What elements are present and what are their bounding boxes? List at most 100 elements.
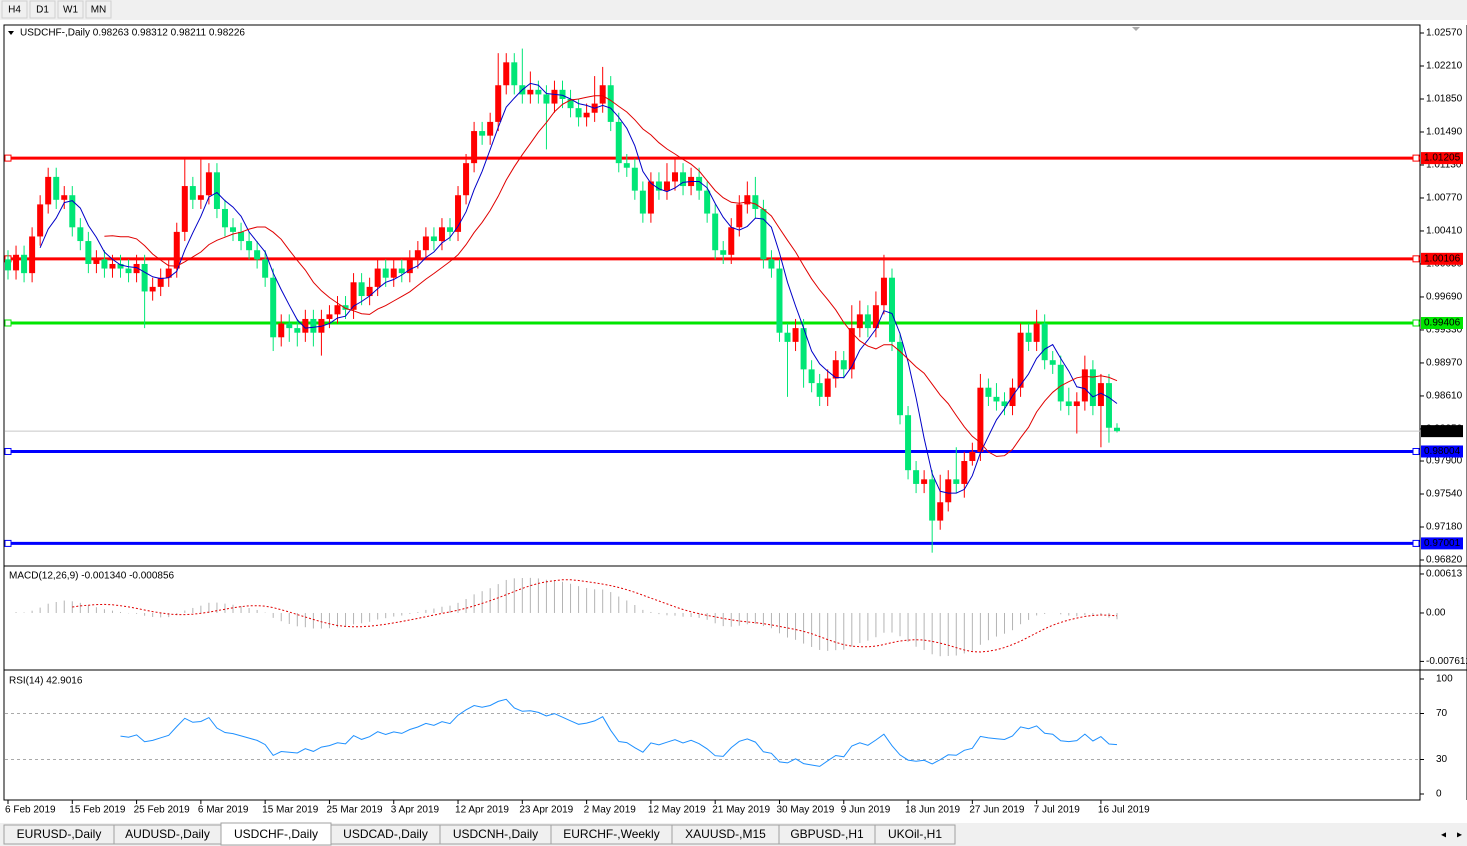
- candle-body: [29, 236, 36, 274]
- candle-body: [888, 277, 895, 342]
- candle-body: [230, 227, 237, 232]
- candle-body: [824, 378, 831, 397]
- timeframe-button[interactable]: [29, 0, 56, 19]
- y-tick-label: 0.99690: [1426, 292, 1463, 303]
- x-tick-label: 30 May 2019: [776, 805, 834, 816]
- candle-body: [1089, 369, 1096, 407]
- symbol-tab-label[interactable]: AUDUSD-,Daily: [125, 827, 210, 841]
- candle-body: [704, 190, 711, 214]
- level-handle[interactable]: [4, 154, 12, 162]
- symbol-tab-label[interactable]: XAUUSD-,M15: [685, 827, 766, 841]
- candle-body: [800, 328, 807, 370]
- y-tick-label: 70: [1436, 708, 1448, 719]
- timeframe-label[interactable]: D1: [36, 5, 49, 16]
- x-tick-label: 6 Mar 2019: [198, 805, 249, 816]
- candle-body: [430, 236, 437, 242]
- candle-body: [479, 131, 486, 136]
- candle-body: [398, 268, 405, 274]
- candle-body: [937, 502, 944, 521]
- symbol-tab-label[interactable]: GBPUSD-,H1: [790, 827, 864, 841]
- symbol-tab-label[interactable]: USDCAD-,Daily: [343, 827, 428, 841]
- candle-body: [921, 479, 928, 484]
- candle-body: [294, 328, 301, 333]
- timeframe-label[interactable]: MN: [91, 5, 107, 16]
- y-tick-label: 0.96820: [1426, 555, 1463, 566]
- symbol-tab-label[interactable]: USDCNH-,Daily: [453, 827, 538, 841]
- candle-body: [808, 369, 815, 384]
- candle-body: [977, 387, 984, 452]
- symbol-tab-label[interactable]: UKOil-,H1: [888, 827, 942, 841]
- candle-body: [37, 204, 44, 237]
- level-handle[interactable]: [1412, 539, 1420, 547]
- y-tick-label: 0.97900: [1426, 456, 1463, 467]
- level-label-box: [1421, 445, 1463, 458]
- moving-average: [104, 95, 1118, 457]
- candle-body: [672, 172, 679, 182]
- scroll-left[interactable]: ◂: [1441, 830, 1446, 841]
- candle-body: [382, 268, 389, 278]
- candle-body: [760, 208, 767, 260]
- candle-body: [342, 305, 349, 310]
- candle-body: [792, 328, 799, 342]
- chart-frame: [3, 24, 1421, 801]
- candle-body: [45, 176, 52, 205]
- x-tick-label: 3 Apr 2019: [391, 805, 440, 816]
- level-handle[interactable]: [1412, 154, 1420, 162]
- symbol-tab[interactable]: [874, 824, 956, 845]
- candle-body: [133, 263, 140, 274]
- timeframe-button[interactable]: [85, 0, 112, 19]
- candle-body: [13, 254, 20, 271]
- candle-body: [655, 181, 662, 191]
- timeframe-button[interactable]: [1, 0, 28, 19]
- level-handle[interactable]: [4, 319, 12, 327]
- level-handle[interactable]: [4, 539, 12, 547]
- candle-body: [615, 121, 622, 164]
- candle-body: [262, 259, 269, 278]
- candle-body: [101, 259, 108, 269]
- candle-body: [1009, 387, 1016, 407]
- candle-body: [953, 479, 960, 484]
- level-handle[interactable]: [1412, 255, 1420, 263]
- candle-body: [696, 176, 703, 191]
- candle-body: [880, 277, 887, 306]
- candle-body: [503, 62, 510, 86]
- y-tick-label: 1.01850: [1426, 94, 1463, 105]
- candle-body: [21, 254, 28, 274]
- y-tick-label: 1.01130: [1426, 160, 1462, 171]
- y-tick-label: 0.98970: [1426, 358, 1463, 369]
- level-handle[interactable]: [1412, 447, 1420, 455]
- scroll-right[interactable]: ▸: [1457, 830, 1462, 841]
- symbol-tab-label[interactable]: USDCHF-,Daily: [234, 827, 318, 841]
- y-tick-label: 0: [1436, 789, 1442, 800]
- y-tick-label: 1.00410: [1426, 226, 1463, 237]
- candle-body: [993, 396, 1000, 402]
- symbol-tab-label[interactable]: EURUSD-,Daily: [17, 827, 102, 841]
- y-tick-label: 1.02570: [1426, 28, 1463, 39]
- candle-body: [607, 85, 614, 122]
- candle-body: [776, 268, 783, 333]
- candle-body: [238, 231, 245, 242]
- symbol-tab-label[interactable]: EURCHF-,Weekly: [563, 827, 659, 841]
- candle-body: [551, 89, 558, 104]
- macd-signal: [72, 579, 1118, 653]
- candle-body: [61, 195, 68, 200]
- candle-body: [848, 328, 855, 370]
- level-handle[interactable]: [1412, 319, 1420, 327]
- candle-body: [583, 112, 590, 118]
- toolbar: [0, 0, 1467, 20]
- timeframe-label[interactable]: W1: [63, 5, 78, 16]
- candle-body: [334, 305, 341, 315]
- candle-body: [720, 250, 727, 255]
- dropdown-icon: [8, 31, 14, 35]
- candle-body: [969, 451, 976, 462]
- timeframe-label[interactable]: H4: [8, 5, 21, 16]
- candle-body: [680, 172, 687, 187]
- candle-body: [85, 241, 92, 264]
- level-handle[interactable]: [4, 447, 12, 455]
- candle-body: [471, 131, 478, 164]
- candle-body: [961, 461, 968, 484]
- candle-body: [326, 314, 333, 319]
- timeframe-button[interactable]: [57, 0, 84, 19]
- candle-body: [117, 263, 124, 269]
- candle-body: [270, 277, 277, 338]
